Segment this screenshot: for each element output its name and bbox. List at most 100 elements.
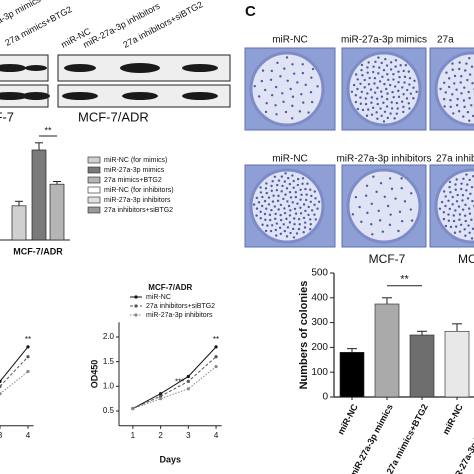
- colony: [451, 68, 454, 71]
- colony: [293, 217, 296, 220]
- colony: [261, 223, 264, 226]
- colony: [398, 75, 401, 79]
- colony: [291, 95, 295, 98]
- colony: [375, 190, 378, 194]
- colony: [299, 206, 302, 209]
- colony: [389, 61, 393, 64]
- colony: [392, 73, 395, 76]
- colony: [381, 75, 384, 79]
- colony: [259, 191, 263, 194]
- legend-label: 27a inhibitors+siBTG2: [104, 207, 173, 214]
- colony: [265, 101, 268, 105]
- colony: [302, 231, 305, 234]
- colony: [359, 102, 363, 105]
- colony: [366, 66, 369, 69]
- colony: [286, 226, 290, 229]
- legend-swatch: [87, 176, 101, 184]
- bar: [31, 149, 47, 241]
- colony: [293, 222, 296, 226]
- colony: [455, 178, 458, 181]
- colony: [360, 68, 363, 72]
- colony: [377, 72, 380, 75]
- colony: [405, 97, 409, 100]
- colony: [275, 188, 279, 192]
- band: [182, 92, 218, 100]
- x-axis-label: Days: [160, 454, 182, 464]
- legend-marker: [134, 295, 138, 299]
- x-tick-label: 4: [26, 431, 31, 440]
- colony: [302, 203, 306, 206]
- colony: [289, 196, 293, 199]
- colony: [309, 218, 312, 221]
- legend-swatch: [87, 156, 101, 164]
- colony: [454, 225, 458, 228]
- colony: [261, 195, 264, 199]
- colony: [447, 219, 451, 222]
- colony: [382, 101, 385, 104]
- colony: [447, 213, 450, 216]
- colony: [385, 64, 389, 67]
- legend-label: miR-27a-3p inhibitors: [104, 197, 171, 204]
- colony: [366, 108, 370, 111]
- colony: [302, 216, 306, 220]
- colony: [465, 62, 468, 65]
- colony: [454, 188, 457, 191]
- significance-label: **: [213, 335, 219, 344]
- colony: [316, 85, 319, 88]
- colony: [301, 63, 304, 66]
- colony: [373, 76, 377, 80]
- group-label: MCF-7/ADR: [458, 252, 474, 266]
- colony: [264, 229, 268, 233]
- colony: [388, 223, 392, 227]
- colony: [400, 177, 403, 180]
- colony: [276, 61, 279, 65]
- colony: [286, 200, 289, 203]
- colony: [394, 59, 398, 62]
- point: [158, 392, 163, 396]
- colony: [356, 78, 359, 81]
- legend-marker: [134, 304, 138, 308]
- colony: [466, 110, 470, 114]
- colony: [370, 202, 374, 206]
- colony: [382, 120, 386, 123]
- colony: [261, 69, 265, 72]
- colony: [471, 227, 474, 230]
- colony-label: miR-NC: [272, 154, 308, 165]
- colony: [384, 58, 387, 61]
- colony: [257, 95, 261, 98]
- colony: [467, 207, 471, 210]
- colony: [270, 93, 274, 97]
- colony: [402, 105, 405, 109]
- colony: [350, 90, 354, 94]
- colony: [364, 194, 368, 197]
- colony: [449, 191, 452, 194]
- band: [0, 92, 28, 100]
- colony: [313, 213, 316, 216]
- colony: [397, 70, 400, 73]
- colony: [396, 107, 399, 110]
- colony: [447, 85, 451, 89]
- dish: [346, 168, 422, 244]
- colony: [466, 78, 469, 82]
- colony: [298, 110, 302, 113]
- colony: [389, 68, 393, 71]
- point: [26, 345, 30, 349]
- colony: [445, 71, 448, 74]
- colony: [291, 227, 295, 231]
- blot-bands: [0, 63, 218, 100]
- colony: [378, 80, 382, 83]
- colony: [255, 214, 258, 217]
- colony: [283, 211, 287, 215]
- colony: [470, 237, 474, 240]
- series-line: [132, 346, 217, 409]
- colony: [455, 88, 458, 91]
- legend-label: miR-NC: [146, 294, 171, 301]
- colony: [291, 63, 294, 66]
- significance-label: ***: [175, 378, 184, 387]
- dish: [249, 51, 325, 127]
- colony: [382, 68, 386, 72]
- colony: [380, 95, 384, 98]
- colony: [379, 107, 382, 110]
- colony: [367, 61, 370, 64]
- colony: [264, 110, 268, 114]
